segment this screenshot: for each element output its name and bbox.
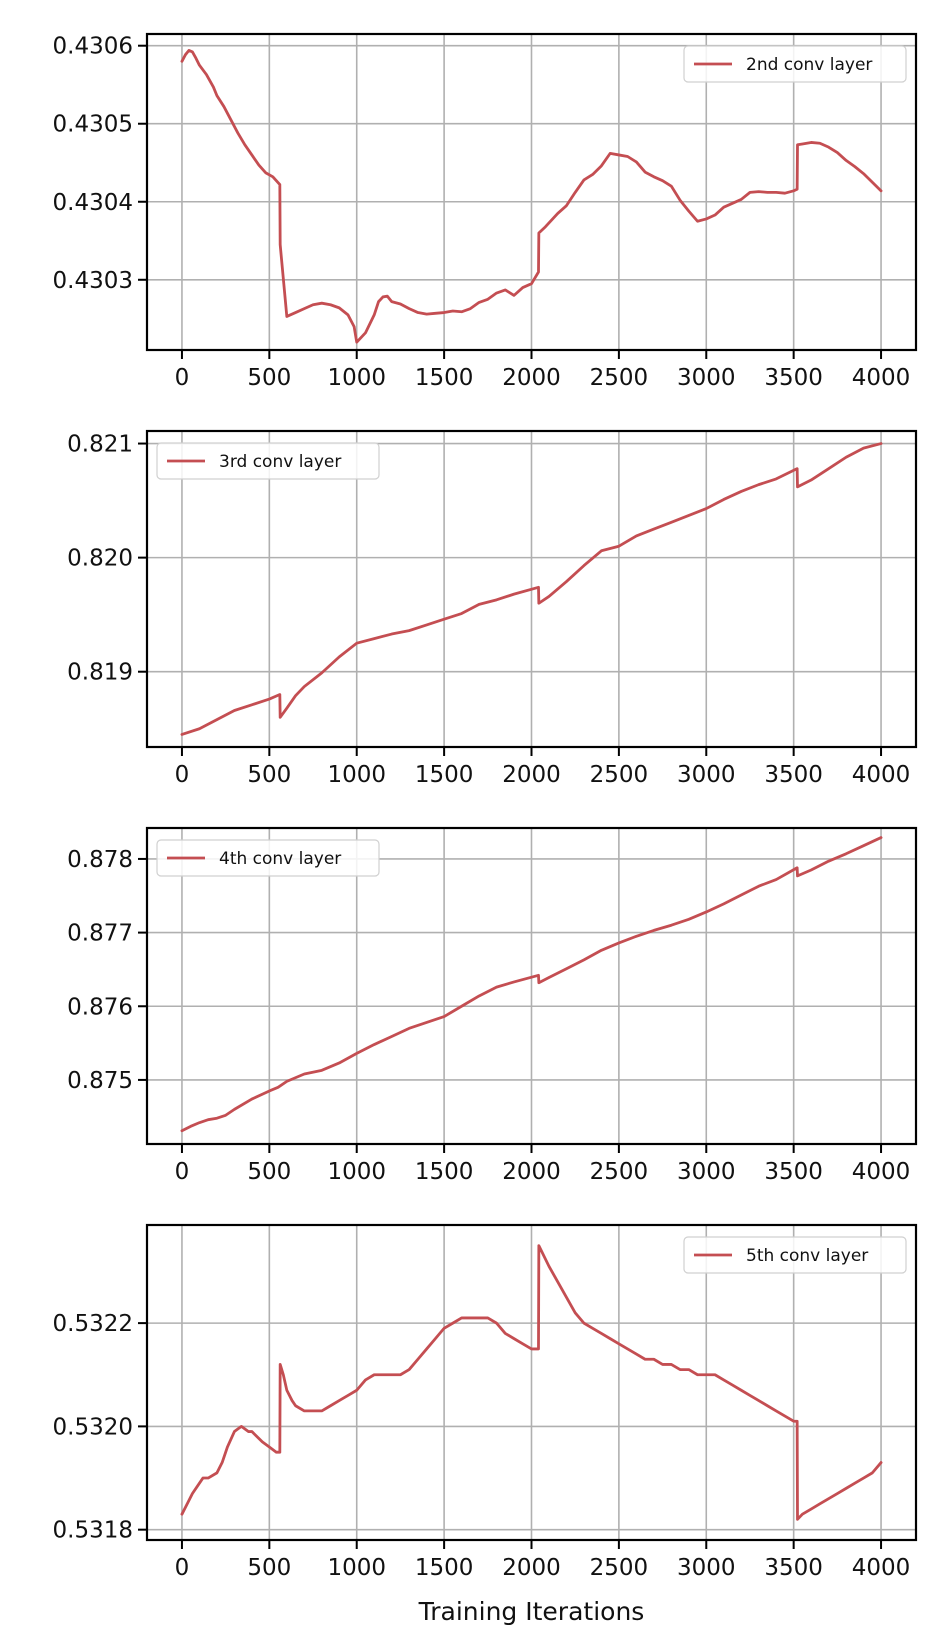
x-axis-label: Training Iterations <box>418 1597 645 1626</box>
y-tick-label-3-2: 0.877 <box>67 921 133 947</box>
x-tick-label-3-0: 0 <box>175 1159 190 1185</box>
x-tick-label-4-1: 500 <box>247 1555 291 1581</box>
x-tick-label-4-8: 4000 <box>852 1555 911 1581</box>
x-tick-label-2-7: 3500 <box>764 762 823 788</box>
x-tick-label-2-3: 1500 <box>415 762 474 788</box>
x-tick-label-3-3: 1500 <box>415 1159 474 1185</box>
x-tick-label-3-1: 500 <box>247 1159 291 1185</box>
y-tick-label-2-0: 0.819 <box>67 660 133 686</box>
x-tick-label-3-6: 3000 <box>677 1159 736 1185</box>
x-tick-label-1-5: 2500 <box>590 365 649 391</box>
x-tick-label-4-4: 2000 <box>502 1555 561 1581</box>
x-tick-label-2-8: 4000 <box>852 762 911 788</box>
x-tick-label-3-7: 3500 <box>764 1159 823 1185</box>
subplot-2: 0 500 1000 1500 2000 2500 3000 3500 4000 0.819 0.8… <box>67 429 918 788</box>
x-tick-label-1-6: 3000 <box>677 365 736 391</box>
x-tick-label-1-3: 1500 <box>415 365 474 391</box>
subplot-4: 0 500 1000 1500 2000 2500 3000 3500 4000 0.5318 0.… <box>53 1223 918 1626</box>
x-tick-label-3-8: 4000 <box>852 1159 911 1185</box>
x-tick-label-3-4: 2000 <box>502 1159 561 1185</box>
legend-3: 4th conv layer <box>156 839 380 877</box>
x-tick-label-2-4: 2000 <box>502 762 561 788</box>
y-tick-label-1-2: 0.4305 <box>53 112 133 138</box>
x-tick-label-1-0: 0 <box>175 365 190 391</box>
y-tick-label-1-1: 0.4304 <box>53 190 133 216</box>
y-tick-label-4-2: 0.5322 <box>53 1311 133 1337</box>
subplot-3: 0 500 1000 1500 2000 2500 3000 3500 4000 0.875 0.8… <box>67 826 918 1185</box>
legend-4: 5th conv layer <box>683 1236 907 1274</box>
x-tick-label-1-2: 1000 <box>327 365 386 391</box>
y-tick-label-3-0: 0.875 <box>67 1068 133 1094</box>
series-line-3-0 <box>180 836 883 1133</box>
x-tick-label-4-7: 3500 <box>764 1555 823 1581</box>
x-tick-label-4-5: 2500 <box>590 1555 649 1581</box>
x-tick-label-3-2: 1000 <box>327 1159 386 1185</box>
series-line-2-0 <box>180 442 883 736</box>
x-tick-label-3-5: 2500 <box>590 1159 649 1185</box>
x-tick-label-1-4: 2000 <box>502 365 561 391</box>
y-tick-label-3-3: 0.878 <box>67 847 133 873</box>
y-tick-label-2-1: 0.820 <box>67 546 133 572</box>
legend-2: 3rd conv layer <box>156 442 380 480</box>
subplot-1: 0 500 1000 1500 2000 2500 3000 3500 4000 0.4303 0.… <box>53 32 918 391</box>
y-tick-label-4-0: 0.5318 <box>53 1518 133 1544</box>
legend-label-1: 2nd conv layer <box>746 55 872 75</box>
legend-box-4 <box>683 1236 907 1274</box>
series-line-1-0 <box>180 48 883 344</box>
x-tick-label-2-1: 500 <box>247 762 291 788</box>
y-tick-label-2-2: 0.821 <box>67 432 133 458</box>
x-tick-label-1-1: 500 <box>247 365 291 391</box>
series-line-4-0 <box>180 1244 883 1521</box>
legend-box-1 <box>683 45 907 83</box>
x-tick-label-2-6: 3000 <box>677 762 736 788</box>
y-tick-label-1-3: 0.4306 <box>53 34 133 60</box>
legend-label-3: 4th conv layer <box>219 849 341 869</box>
y-tick-label-3-1: 0.876 <box>67 994 133 1020</box>
x-tick-label-4-3: 1500 <box>415 1555 474 1581</box>
x-tick-label-4-0: 0 <box>175 1555 190 1581</box>
legend-1: 2nd conv layer <box>683 45 907 83</box>
x-tick-label-4-6: 3000 <box>677 1555 736 1581</box>
x-tick-label-4-2: 1000 <box>327 1555 386 1581</box>
x-tick-label-2-0: 0 <box>175 762 190 788</box>
x-tick-label-2-5: 2500 <box>590 762 649 788</box>
legend-label-2: 3rd conv layer <box>219 452 341 472</box>
x-tick-label-1-7: 3500 <box>764 365 823 391</box>
legend-label-4: 5th conv layer <box>746 1246 868 1266</box>
legend-box-2 <box>156 442 380 480</box>
x-tick-label-1-8: 4000 <box>852 365 911 391</box>
y-tick-label-1-0: 0.4303 <box>53 268 133 294</box>
y-tick-label-4-1: 0.5320 <box>53 1414 133 1440</box>
legend-box-3 <box>156 839 380 877</box>
x-tick-label-2-2: 1000 <box>327 762 386 788</box>
